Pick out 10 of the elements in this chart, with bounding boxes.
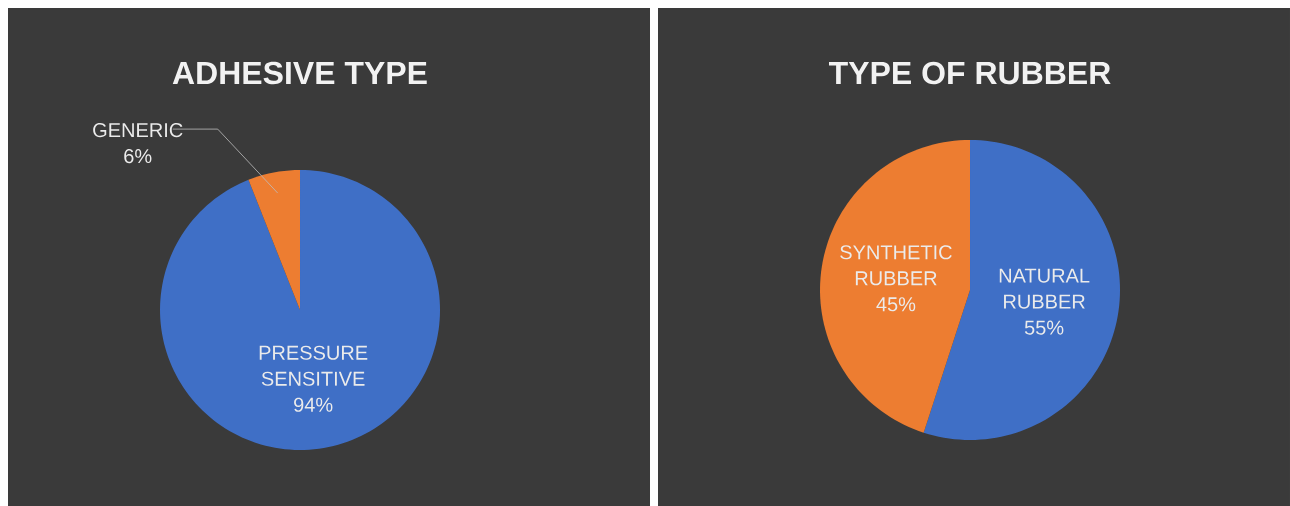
slice-label: PRESSURE SENSITIVE — [259, 345, 368, 386]
slice-label: NATURAL RUBBER — [999, 268, 1090, 309]
chart-title: ADHESIVE TYPE — [172, 61, 427, 85]
data-label: 94% — [294, 397, 333, 412]
data-label: 55% — [1024, 320, 1064, 335]
slice-label: SYNTHETIC RUBBER — [840, 245, 952, 286]
data-label: 6% — [124, 149, 152, 164]
data-label: 45% — [876, 297, 916, 312]
chart-title: TYPE OF RUBBER — [829, 61, 1111, 85]
slice-label: GENERIC — [93, 123, 183, 138]
